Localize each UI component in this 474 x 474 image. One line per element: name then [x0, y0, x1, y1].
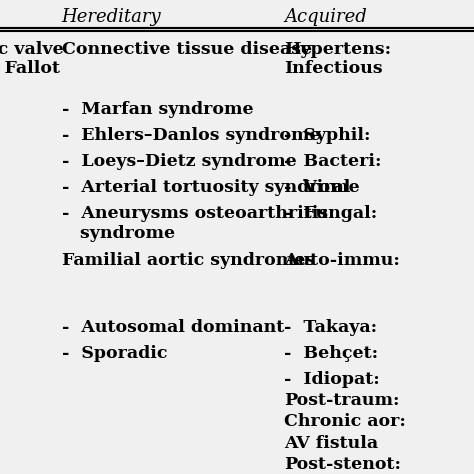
Text: -  Syphil:: - Syphil: — [284, 127, 371, 144]
Text: -  Sporadic: - Sporadic — [62, 345, 167, 362]
Text: -  Autosomal dominant: - Autosomal dominant — [62, 319, 284, 336]
Text: -  Loeys–Dietz syndrome: - Loeys–Dietz syndrome — [62, 153, 296, 170]
Text: Post-traum:: Post-traum: — [284, 392, 400, 409]
Text: Chronic aor:: Chronic aor: — [284, 413, 406, 430]
Text: AV fistula: AV fistula — [284, 435, 379, 452]
Text: Infectious: Infectious — [284, 60, 383, 77]
Text: Connective tissue disease: Connective tissue disease — [62, 41, 312, 58]
Text: Acquired: Acquired — [284, 8, 367, 26]
Text: -  Fungal:: - Fungal: — [284, 205, 378, 222]
Text: -  Ehlers–Danlos syndrome: - Ehlers–Danlos syndrome — [62, 127, 320, 144]
Text: Auto-immu:: Auto-immu: — [284, 252, 400, 269]
Text: -  Behçet:: - Behçet: — [284, 345, 379, 362]
Text: -  Aneurysms osteoarthritis: - Aneurysms osteoarthritis — [62, 205, 328, 222]
Text: -  Bacteri:: - Bacteri: — [284, 153, 382, 170]
Text: Post-stenot:: Post-stenot: — [284, 456, 401, 473]
Text: -  Arterial tortuosity syndrome: - Arterial tortuosity syndrome — [62, 179, 359, 196]
Text: -  Idiopat:: - Idiopat: — [284, 371, 380, 388]
Text: -  Marfan syndrome: - Marfan syndrome — [62, 100, 253, 118]
Text: Familial aortic syndromes: Familial aortic syndromes — [62, 252, 315, 269]
Text: -  Takaya:: - Takaya: — [284, 319, 377, 336]
Text: syndrome: syndrome — [62, 225, 175, 242]
Text: f Fallot: f Fallot — [0, 60, 60, 77]
Text: Hypertens:: Hypertens: — [284, 41, 392, 58]
Text: -  Viral: - Viral — [284, 179, 351, 196]
Text: ic valve: ic valve — [0, 41, 63, 58]
Text: Hereditary: Hereditary — [62, 8, 161, 26]
